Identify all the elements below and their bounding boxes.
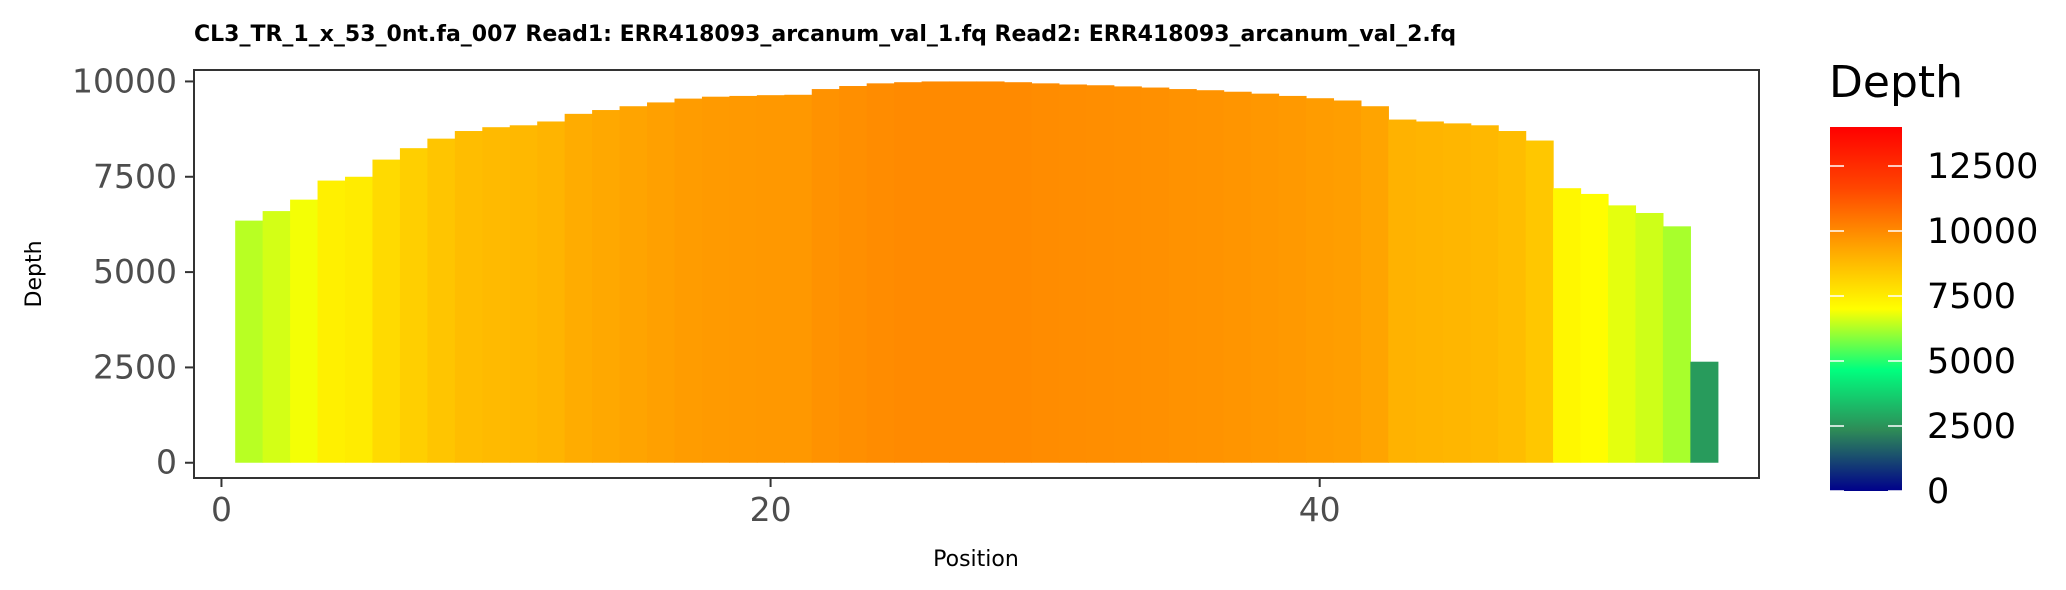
bar-19 [729, 95, 758, 463]
bar-40 [1305, 98, 1335, 463]
y-tick-label: 7500 [93, 157, 177, 196]
bars-group [235, 81, 1719, 463]
bar-45 [1443, 123, 1472, 463]
legend-tick-label: 10000 [1927, 212, 2038, 252]
bar-2 [262, 211, 291, 463]
x-axis: 0 20 40 [211, 478, 1341, 529]
bar-10 [482, 127, 511, 463]
bar-33 [1113, 86, 1142, 463]
x-tick-label: 0 [211, 490, 232, 529]
bar-53 [1662, 226, 1691, 463]
bar-28 [976, 81, 1005, 463]
bar-24 [866, 83, 895, 463]
bar-48 [1525, 140, 1554, 463]
bar-37 [1223, 91, 1252, 463]
bar-50 [1580, 193, 1609, 463]
legend-title: Depth [1829, 57, 1963, 108]
y-tick-label: 5000 [93, 252, 177, 291]
y-tick-label: 0 [156, 443, 177, 482]
bar-42 [1360, 106, 1389, 463]
legend-tick-label: 7500 [1927, 277, 2016, 317]
bar-15 [619, 106, 648, 463]
bar-7 [399, 148, 428, 463]
x-tick-label: 40 [1299, 490, 1341, 529]
legend-tick-label: 12500 [1927, 147, 2038, 187]
bar-26 [921, 81, 950, 463]
bar-22 [811, 89, 840, 463]
bar-36 [1196, 90, 1225, 463]
bar-9 [454, 131, 483, 463]
bar-20 [756, 95, 785, 463]
bar-52 [1635, 212, 1664, 463]
chart-title: CL3_TR_1_x_53_0nt.fa_007 Read1: ERR41809… [194, 22, 1456, 47]
bar-23 [839, 86, 868, 463]
bar-25 [894, 82, 923, 463]
bar-17 [674, 98, 703, 463]
y-axis-label: Depth [22, 240, 47, 307]
bar-39 [1278, 95, 1307, 463]
bar-46 [1470, 125, 1499, 463]
y-tick-label: 2500 [93, 347, 177, 386]
legend-tick-label: 2500 [1927, 407, 2016, 447]
plot-panel-border [193, 69, 1760, 479]
bar-13 [564, 113, 593, 463]
legend-tick-label: 5000 [1927, 342, 2016, 382]
bar-31 [1058, 84, 1087, 463]
bar-11 [509, 125, 538, 463]
bar-18 [701, 96, 730, 463]
bar-27 [949, 81, 978, 463]
bar-34 [1141, 87, 1170, 463]
x-axis-label: Position [933, 547, 1019, 572]
y-axis: 0 2500 5000 7500 10000 [72, 61, 194, 482]
bar-47 [1498, 131, 1527, 463]
bar-41 [1333, 100, 1362, 463]
bar-29 [1003, 82, 1033, 463]
bar-5 [345, 176, 374, 463]
x-tick-label: 20 [750, 490, 792, 529]
bar-3 [290, 199, 319, 463]
bar-49 [1553, 188, 1582, 463]
bar-14 [592, 110, 621, 463]
legend-ticks: 0 2500 5000 7500 10000 12500 [1830, 147, 2038, 512]
bar-16 [647, 102, 676, 463]
bar-30 [1031, 83, 1060, 463]
bar-35 [1168, 89, 1197, 463]
legend-colorbar [1830, 127, 1902, 491]
bar-12 [537, 121, 566, 463]
bar-44 [1415, 121, 1444, 463]
bar-51 [1607, 205, 1637, 463]
bar-38 [1251, 93, 1280, 463]
bar-1 [235, 220, 264, 463]
bar-21 [784, 94, 813, 463]
y-tick-label: 10000 [72, 61, 177, 100]
bar-43 [1388, 119, 1417, 463]
legend-tick-label: 0 [1927, 472, 1949, 512]
bar-32 [1086, 85, 1115, 463]
bar-54 [1690, 361, 1719, 463]
bar-8 [427, 138, 456, 463]
bar-6 [372, 159, 401, 463]
bar-4 [317, 180, 346, 463]
